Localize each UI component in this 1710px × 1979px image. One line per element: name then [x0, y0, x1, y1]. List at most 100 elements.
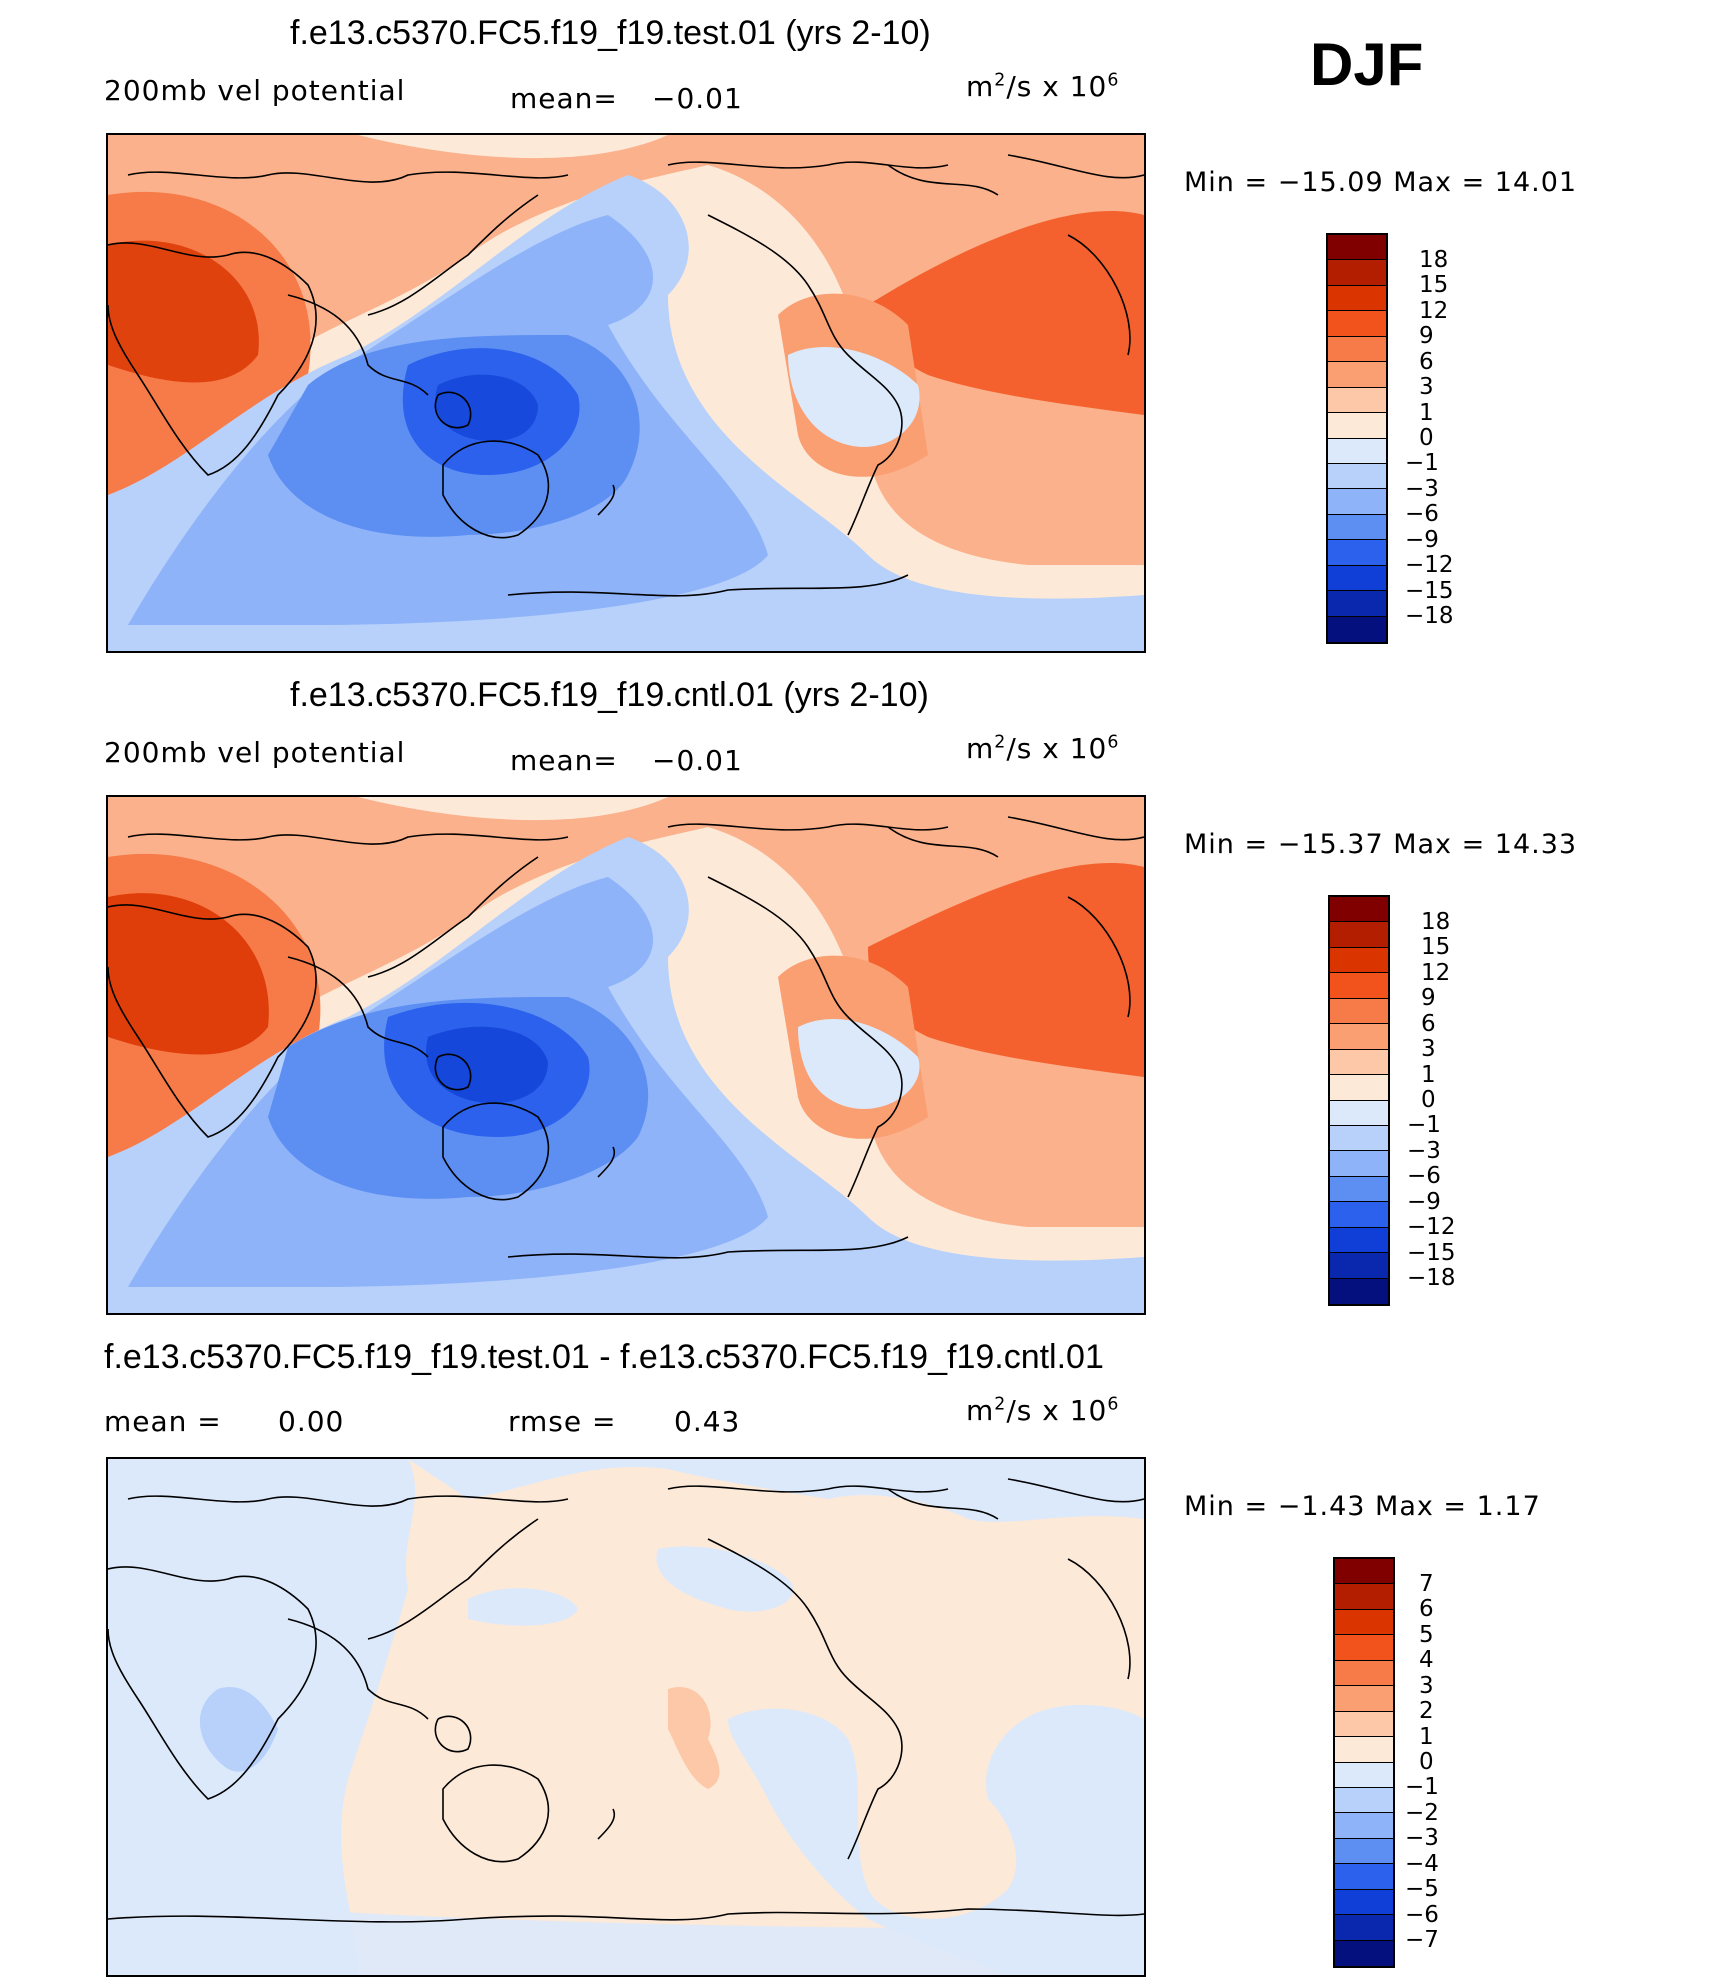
colorbar-tick-label: −6 [1405, 1901, 1439, 1928]
colorbar-tick-label: 18 [1421, 908, 1451, 935]
colorbar-tick-label: 6 [1421, 1010, 1436, 1037]
colorbar-box [1330, 973, 1388, 999]
colorbar-box [1328, 565, 1386, 592]
panel-2-variable-label: 200mb vel potential [104, 736, 406, 769]
panel-3-colorbar-ticks: 7 6 5 4 3 2 1 0 −1 −2 −3 −4 −5 −6 −7 [1405, 1557, 1525, 1968]
colorbar-tick-label: 12 [1421, 959, 1451, 986]
panel-3-units: m2/s x 106 [966, 1394, 1120, 1427]
colorbar-tick-label: 6 [1419, 348, 1434, 375]
colorbar-tick-label: 1 [1419, 399, 1434, 426]
colorbar-box [1335, 1940, 1393, 1966]
panel-1-map [106, 133, 1146, 653]
colorbar-tick-label: −15 [1407, 1239, 1456, 1266]
colorbar-tick-label: 18 [1419, 246, 1449, 273]
panel-2-colorbar [1328, 895, 1390, 1306]
panel-2-mean-label: mean= [510, 744, 618, 777]
colorbar-box [1328, 235, 1386, 261]
colorbar-tick-label: 1 [1419, 1723, 1434, 1750]
colorbar-tick-label: −12 [1405, 552, 1454, 579]
colorbar-tick-label: 1 [1421, 1061, 1436, 1088]
colorbar-tick-label: 9 [1419, 323, 1434, 350]
colorbar-box [1330, 1049, 1388, 1076]
panel-3-title: f.e13.c5370.FC5.f19_f19.test.01 - f.e13.… [104, 1338, 1104, 1376]
colorbar-box [1330, 947, 1388, 974]
colorbar-tick-label: −1 [1407, 1112, 1441, 1139]
colorbar-tick-label: −18 [1407, 1265, 1456, 1292]
colorbar-box [1328, 260, 1386, 286]
panel-2-title: f.e13.c5370.FC5.f19_f19.cntl.01 (yrs 2-1… [290, 676, 929, 714]
colorbar-box [1330, 1100, 1388, 1126]
colorbar-box [1335, 1686, 1393, 1712]
colorbar-tick-label: 12 [1419, 297, 1449, 324]
colorbar-box [1328, 413, 1386, 439]
colorbar-box [1335, 1660, 1393, 1687]
colorbar-box [1328, 336, 1386, 363]
colorbar-box [1330, 1176, 1388, 1203]
colorbar-tick-label: 15 [1419, 272, 1449, 299]
panel-2-colorbar-ticks: 18 15 12 9 6 3 1 0 −1 −3 −6 −9 −12 −15 −18 [1407, 895, 1527, 1306]
colorbar-box [1328, 489, 1386, 515]
panel-1-colorbar [1326, 233, 1388, 644]
colorbar-box [1335, 1559, 1393, 1585]
colorbar-tick-label: −4 [1405, 1850, 1439, 1877]
panel-2-mean-value: −0.01 [652, 744, 743, 777]
panel-1-variable-label: 200mb vel potential [104, 74, 406, 107]
colorbar-tick-label: −6 [1405, 501, 1439, 528]
colorbar-box [1330, 897, 1388, 923]
colorbar-tick-label: −15 [1405, 577, 1454, 604]
colorbar-box [1328, 514, 1386, 541]
panel-3-mean-label: mean = [104, 1405, 222, 1438]
panel-3-map [106, 1457, 1146, 1977]
colorbar-box [1328, 387, 1386, 414]
colorbar-tick-label: 3 [1419, 1672, 1434, 1699]
panel-1-mean-label: mean= [510, 82, 618, 115]
colorbar-box [1328, 463, 1386, 490]
colorbar-tick-label: 2 [1419, 1698, 1434, 1725]
colorbar-tick-label: −2 [1405, 1799, 1439, 1826]
panel-3-rmse-label: rmse = [508, 1405, 617, 1438]
panel-2-minmax: Min = −15.37 Max = 14.33 [1184, 829, 1578, 860]
panel-3-minmax: Min = −1.43 Max = 1.17 [1184, 1491, 1541, 1522]
colorbar-box [1328, 540, 1386, 566]
colorbar-tick-label: −9 [1405, 526, 1439, 553]
colorbar-tick-label: −9 [1407, 1188, 1441, 1215]
colorbar-box [1330, 1024, 1388, 1050]
colorbar-tick-label: −5 [1405, 1876, 1439, 1903]
colorbar-box [1330, 1253, 1388, 1279]
colorbar-box [1335, 1737, 1393, 1763]
colorbar-tick-label: −7 [1405, 1927, 1439, 1954]
colorbar-tick-label: 0 [1421, 1087, 1436, 1113]
colorbar-box [1330, 1125, 1388, 1152]
colorbar-tick-label: 5 [1419, 1621, 1434, 1648]
colorbar-box [1335, 1711, 1393, 1738]
panel-3-rmse-value: 0.43 [674, 1405, 741, 1438]
panel-1-colorbar-ticks: 18 15 12 9 6 3 1 0 −1 −3 −6 −9 −12 −15 −18 [1405, 233, 1525, 644]
colorbar-tick-label: 15 [1421, 934, 1451, 961]
colorbar-tick-label: −3 [1405, 1825, 1439, 1852]
colorbar-box [1328, 438, 1386, 464]
colorbar-box [1335, 1762, 1393, 1788]
panel-3-colorbar [1333, 1557, 1395, 1968]
colorbar-tick-label: −3 [1405, 475, 1439, 502]
colorbar-tick-label: −1 [1405, 1774, 1439, 1801]
colorbar-tick-label: −18 [1405, 603, 1454, 630]
colorbar-tick-label: 7 [1419, 1570, 1434, 1597]
colorbar-box [1335, 1889, 1393, 1916]
colorbar-tick-label: 3 [1419, 374, 1434, 401]
colorbar-box [1335, 1609, 1393, 1636]
colorbar-tick-label: −6 [1407, 1163, 1441, 1190]
colorbar-box [1335, 1838, 1393, 1865]
panel-1-mean-value: −0.01 [652, 82, 743, 115]
panel-1-minmax: Min = −15.09 Max = 14.01 [1184, 167, 1578, 198]
colorbar-box [1330, 922, 1388, 948]
colorbar-tick-label: 4 [1419, 1647, 1434, 1674]
panel-2-units: m2/s x 106 [966, 732, 1120, 765]
colorbar-box [1328, 285, 1386, 312]
colorbar-box [1330, 1151, 1388, 1177]
colorbar-box [1335, 1864, 1393, 1890]
colorbar-box [1328, 616, 1386, 642]
colorbar-box [1335, 1635, 1393, 1661]
colorbar-box [1330, 998, 1388, 1025]
colorbar-box [1328, 311, 1386, 337]
panel-2-map [106, 795, 1146, 1315]
